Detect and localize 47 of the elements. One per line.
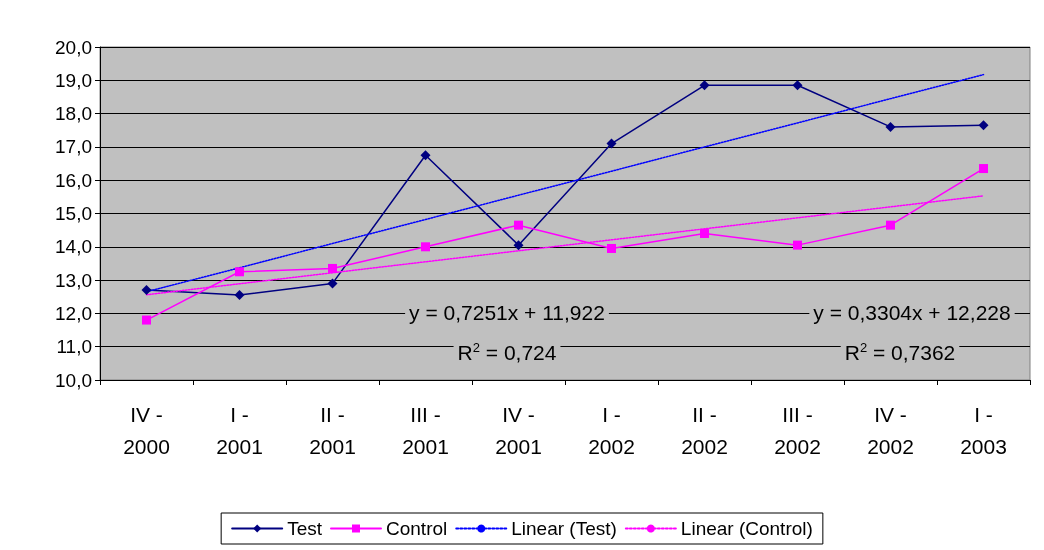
point — [699, 80, 710, 91]
point — [978, 120, 989, 131]
point — [979, 164, 988, 174]
x-tick-label: I - 2003 — [960, 402, 1007, 458]
x-tick-label: II - 2002 — [681, 402, 728, 458]
point — [142, 315, 151, 325]
point — [607, 243, 616, 253]
y-tick-label: 17,0 — [55, 136, 92, 158]
point — [700, 228, 709, 238]
point — [235, 267, 244, 277]
point — [886, 220, 895, 230]
legend-label: Test — [287, 518, 323, 539]
point — [234, 290, 245, 301]
legend-label: Control — [386, 518, 448, 539]
y-tick-label: 18,0 — [55, 103, 92, 125]
y-tick-label: 13,0 — [55, 269, 92, 291]
x-tick-label: II - 2001 — [309, 402, 356, 458]
x-tick-label: III - 2002 — [774, 402, 821, 458]
y-tick-label: 16,0 — [55, 169, 92, 191]
x-tick-label: IV - 2001 — [495, 402, 542, 458]
point — [793, 240, 802, 250]
annotation: y = 0,7251x + 11,922 — [409, 300, 605, 324]
point — [885, 121, 896, 132]
y-tick-label: 14,0 — [55, 236, 92, 258]
point — [328, 263, 337, 273]
point — [792, 80, 803, 91]
y-tick-label: 15,0 — [55, 203, 92, 224]
point — [141, 285, 152, 296]
point — [420, 150, 431, 161]
legend-label: Linear (Test) — [511, 518, 617, 539]
point — [514, 220, 523, 230]
x-tick-label: IV - 2000 — [123, 402, 170, 458]
point — [513, 240, 524, 251]
point — [421, 242, 430, 252]
annotation: y = 0,3304x + 12,228 — [813, 300, 1011, 324]
legend-label: Linear (Control) — [680, 518, 813, 539]
y-tick-label: 20,0 — [55, 36, 92, 58]
x-tick-label: IV - 2002 — [867, 402, 914, 458]
x-tick-label: I - 2001 — [216, 402, 263, 458]
point — [606, 138, 617, 149]
point — [327, 278, 338, 289]
x-tick-label: I - 2002 — [588, 402, 635, 458]
y-tick-label: 10,0 — [55, 369, 92, 391]
x-tick-label: III - 2001 — [402, 402, 449, 458]
y-tick-label: 11,0 — [56, 336, 92, 358]
y-tick-label: 12,0 — [55, 302, 92, 324]
y-tick-label: 19,0 — [55, 69, 92, 91]
